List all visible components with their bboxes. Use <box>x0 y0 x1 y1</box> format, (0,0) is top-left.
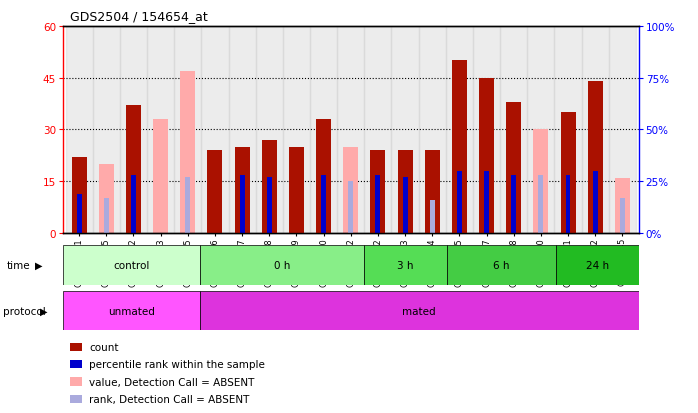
Bar <box>527 27 554 233</box>
Bar <box>371 151 385 233</box>
Bar <box>479 78 494 233</box>
Bar <box>538 176 543 233</box>
Bar <box>376 176 380 233</box>
Bar <box>63 291 200 330</box>
Bar <box>316 120 331 233</box>
Text: time: time <box>7 260 31 271</box>
Bar <box>425 185 440 233</box>
Bar <box>560 113 576 233</box>
Bar <box>77 194 82 233</box>
Bar <box>556 246 639 285</box>
Text: ▶: ▶ <box>35 260 42 271</box>
Bar <box>310 27 337 233</box>
Text: rank, Detection Call = ABSENT: rank, Detection Call = ABSENT <box>89 394 250 404</box>
Bar <box>581 27 609 233</box>
Bar <box>289 147 304 233</box>
Text: 24 h: 24 h <box>586 260 609 271</box>
Bar <box>588 82 602 233</box>
Text: 6 h: 6 h <box>493 260 510 271</box>
Text: protocol: protocol <box>3 306 45 316</box>
Bar <box>615 178 630 233</box>
Bar <box>430 200 435 233</box>
Bar <box>593 171 597 233</box>
Bar <box>228 27 255 233</box>
Bar <box>533 130 549 233</box>
Text: count: count <box>89 342 119 352</box>
Bar <box>364 27 392 233</box>
Bar <box>262 140 276 233</box>
Text: 3 h: 3 h <box>397 260 414 271</box>
Bar <box>104 198 109 233</box>
Bar <box>186 178 191 233</box>
Bar <box>565 176 570 233</box>
Text: GDS2504 / 154654_at: GDS2504 / 154654_at <box>70 10 207 23</box>
Bar <box>500 27 527 233</box>
Bar <box>153 120 168 233</box>
Bar <box>321 176 326 233</box>
Text: control: control <box>113 260 149 271</box>
Text: ▶: ▶ <box>40 306 47 316</box>
Bar <box>66 27 93 233</box>
Bar <box>174 27 201 233</box>
Bar <box>201 27 228 233</box>
Bar <box>235 147 250 233</box>
Text: percentile rank within the sample: percentile rank within the sample <box>89 359 265 369</box>
Bar <box>337 27 364 233</box>
Text: unmated: unmated <box>108 306 155 316</box>
Bar <box>473 27 500 233</box>
Bar <box>392 27 419 233</box>
Text: mated: mated <box>403 306 436 316</box>
Bar <box>147 27 174 233</box>
Bar <box>120 27 147 233</box>
Text: 0 h: 0 h <box>274 260 290 271</box>
Bar <box>398 151 413 233</box>
Bar <box>452 61 467 233</box>
Bar <box>63 246 200 285</box>
Bar <box>283 27 310 233</box>
Bar <box>484 171 489 233</box>
Bar <box>364 246 447 285</box>
Bar <box>93 27 120 233</box>
Bar <box>609 27 636 233</box>
Bar <box>289 189 304 233</box>
Bar <box>180 71 195 233</box>
Bar <box>72 158 87 233</box>
Bar <box>200 246 364 285</box>
Bar <box>457 171 462 233</box>
Bar <box>511 176 516 233</box>
Bar <box>620 198 625 233</box>
Bar <box>131 176 136 233</box>
Bar <box>255 27 283 233</box>
Bar <box>403 178 408 233</box>
Bar <box>419 27 446 233</box>
Bar <box>200 291 639 330</box>
Bar <box>126 106 141 233</box>
Bar <box>267 178 272 233</box>
Bar <box>554 27 581 233</box>
Bar <box>348 182 353 233</box>
Bar <box>425 151 440 233</box>
Bar <box>99 164 114 233</box>
Bar <box>207 151 223 233</box>
Bar <box>239 176 244 233</box>
Bar <box>447 246 556 285</box>
Bar <box>506 102 521 233</box>
Text: value, Detection Call = ABSENT: value, Detection Call = ABSENT <box>89 377 255 387</box>
Bar <box>343 147 358 233</box>
Bar <box>446 27 473 233</box>
